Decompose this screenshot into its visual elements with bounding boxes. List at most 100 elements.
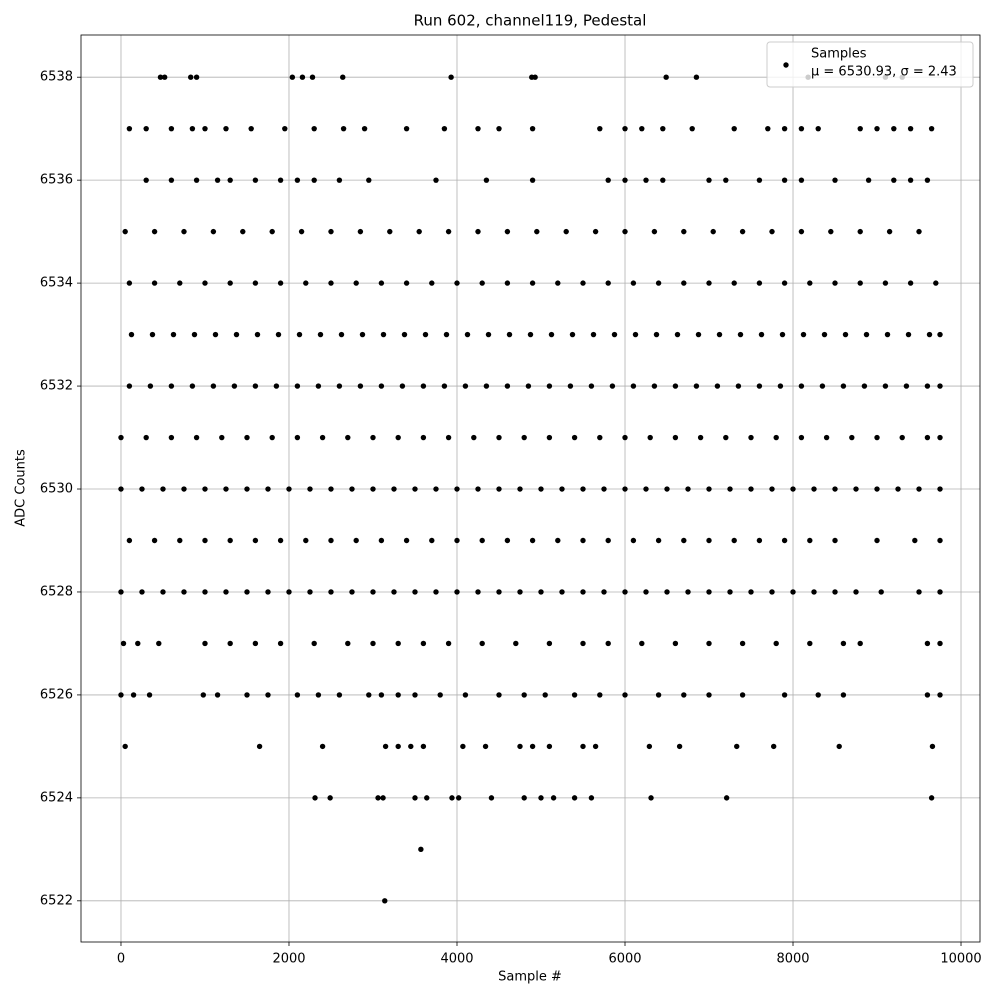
point [433,589,439,595]
point [601,486,607,492]
point [895,486,901,492]
point [710,228,716,235]
point [327,795,333,801]
point [143,434,149,441]
point [462,383,469,389]
point [655,537,662,544]
point [832,280,838,286]
point [181,589,187,595]
point [433,177,439,183]
point [177,537,183,544]
point [380,331,387,338]
point [857,125,863,132]
point [529,537,536,544]
point [891,177,897,183]
legend-box [766,41,974,88]
point [177,280,183,286]
point [315,383,322,389]
point [643,486,649,492]
point [412,692,418,698]
point [448,74,454,80]
point [622,434,628,441]
point [660,125,666,132]
point [769,486,775,492]
point [546,434,553,441]
point [903,383,910,389]
point [592,743,599,750]
point [716,331,723,338]
point [146,692,153,698]
point [924,177,931,183]
point [580,640,586,647]
point [240,228,246,235]
point [156,640,162,647]
point [731,537,737,544]
point [294,383,301,389]
point [202,589,208,595]
point [882,383,889,389]
point [800,331,807,338]
point [849,434,855,441]
point [214,692,221,698]
point [798,383,805,389]
point [842,331,849,338]
point [861,383,868,389]
point [538,795,544,801]
point [143,125,149,132]
point [807,640,813,647]
point [135,640,141,647]
point [282,125,288,132]
point [912,537,918,544]
point [651,383,658,389]
point [685,589,691,595]
point [647,434,653,441]
point [488,795,495,801]
point [275,331,282,338]
point [445,228,452,235]
point [706,280,712,286]
point [874,486,880,492]
plot-frame [80,34,981,943]
point [299,74,306,80]
point [517,743,523,750]
point [916,589,922,595]
point [605,280,611,286]
point [485,331,492,338]
point [420,434,427,441]
point [437,692,443,698]
y-axis-label: ADC Counts [14,449,29,527]
x-tick-label: 8000 [776,952,809,967]
point [681,228,687,235]
point [252,640,259,647]
point [773,640,779,647]
point [605,640,611,647]
point [819,383,826,389]
point [471,434,477,441]
point [445,434,452,441]
point [933,280,939,286]
point [874,125,880,132]
point [891,125,897,132]
point [289,74,296,80]
point [555,537,561,544]
x-tick-label: 0 [117,952,125,967]
point [695,331,702,338]
point [328,537,334,544]
point [739,228,746,235]
point [496,434,502,441]
point [630,383,637,389]
point [672,640,679,647]
point [202,486,208,492]
point [853,589,859,595]
point [191,331,198,338]
point [550,795,557,801]
point [126,125,133,132]
point [160,589,166,595]
point [126,280,133,286]
point [403,537,410,544]
point [357,383,364,389]
point [312,795,318,801]
point [601,589,607,595]
point [823,434,830,441]
